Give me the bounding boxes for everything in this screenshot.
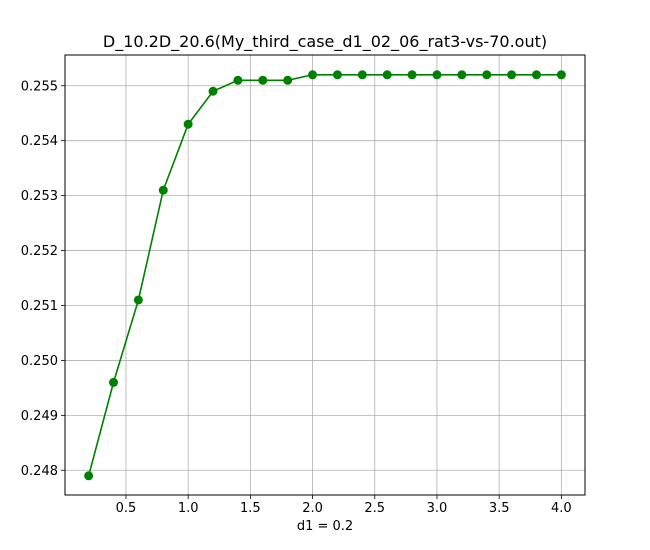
x-tick-label: 1.0 xyxy=(178,501,199,516)
x-tick-label: 2.0 xyxy=(302,501,323,516)
data-point xyxy=(183,119,193,129)
data-point xyxy=(233,75,243,85)
data-point xyxy=(158,185,168,195)
y-tick-label: 0.251 xyxy=(21,299,58,314)
data-point xyxy=(482,70,492,80)
y-tick-label: 0.248 xyxy=(21,464,58,479)
x-tick-label: 4.0 xyxy=(551,501,572,516)
y-tick-label: 0.253 xyxy=(21,189,58,204)
data-point xyxy=(556,70,566,80)
data-point xyxy=(357,70,367,80)
data-point xyxy=(332,70,342,80)
grid-lines xyxy=(65,55,585,495)
x-tick-label: 1.5 xyxy=(240,501,261,516)
y-tick-label: 0.255 xyxy=(21,79,58,94)
data-point xyxy=(457,70,467,80)
y-tick-label: 0.254 xyxy=(21,134,58,149)
data-point xyxy=(432,70,442,80)
data-point xyxy=(258,75,268,85)
x-tick-label: 2.5 xyxy=(364,501,385,516)
data-point xyxy=(531,70,541,80)
data-point xyxy=(84,471,94,481)
x-tick-label: 3.0 xyxy=(427,501,448,516)
y-tick-label: 0.250 xyxy=(21,354,58,369)
chart-title: D_10.2D_20.6(My_third_case_d1_02_06_rat3… xyxy=(103,32,547,52)
data-point xyxy=(407,70,417,80)
x-tick-label: 3.5 xyxy=(489,501,510,516)
y-axis: 0.248 0.249 0.250 0.251 0.252 0.253 0.254 0.255 xyxy=(21,79,65,479)
y-tick-label: 0.252 xyxy=(21,244,58,259)
data-point xyxy=(283,75,293,85)
x-axis-label: d1 = 0.2 xyxy=(297,519,353,534)
series-layer xyxy=(84,70,566,481)
data-point xyxy=(382,70,392,80)
x-tick-label: 0.5 xyxy=(116,501,137,516)
plot-area-frame xyxy=(64,54,586,496)
data-point xyxy=(507,70,517,80)
data-point xyxy=(208,86,218,96)
data-point xyxy=(109,377,119,387)
data-point xyxy=(308,70,318,80)
y-tick-label: 0.249 xyxy=(21,409,58,424)
x-axis: 0.5 1.0 1.5 2.0 2.5 3.0 3.5 4.0 xyxy=(116,495,572,516)
data-point xyxy=(133,295,143,305)
